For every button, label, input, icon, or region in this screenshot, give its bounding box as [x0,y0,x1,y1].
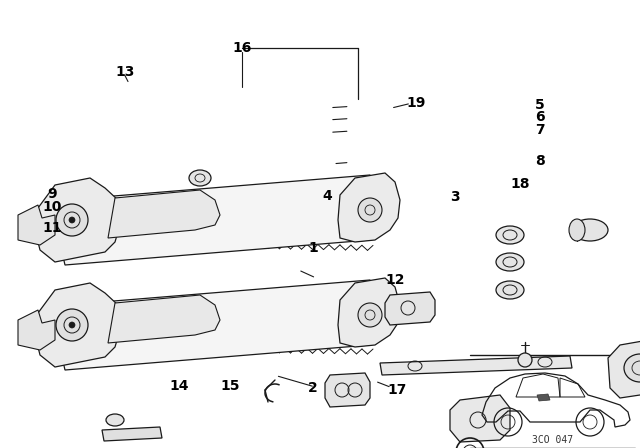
Text: 13: 13 [115,65,134,79]
Polygon shape [608,338,640,398]
Ellipse shape [624,354,640,382]
Ellipse shape [106,414,124,426]
Ellipse shape [358,303,382,327]
Text: 16: 16 [232,41,252,55]
Text: 12: 12 [385,273,404,287]
Text: 2: 2 [308,381,318,395]
Text: 11: 11 [42,221,61,235]
Text: 7: 7 [535,123,545,137]
Text: 18: 18 [510,177,530,191]
Polygon shape [380,356,572,375]
Polygon shape [35,283,120,367]
Ellipse shape [518,353,532,367]
Ellipse shape [572,219,608,241]
Polygon shape [450,395,510,442]
Text: 19: 19 [406,96,426,110]
Text: 3CO 047: 3CO 047 [532,435,573,445]
Polygon shape [537,394,550,401]
Ellipse shape [496,226,524,244]
Text: 8: 8 [535,154,545,168]
Text: 5: 5 [535,98,545,112]
Text: 10: 10 [42,200,61,214]
Ellipse shape [69,322,75,328]
Ellipse shape [189,170,211,186]
Polygon shape [18,310,55,350]
Text: 1: 1 [308,241,318,255]
Text: 14: 14 [169,379,189,393]
Text: 15: 15 [220,379,240,393]
Ellipse shape [496,281,524,299]
Polygon shape [102,427,162,441]
Polygon shape [338,278,400,347]
Polygon shape [325,373,370,407]
Ellipse shape [358,198,382,222]
Ellipse shape [56,204,88,236]
Text: 4: 4 [322,189,332,203]
Text: 17: 17 [387,383,406,397]
Polygon shape [58,175,375,265]
Text: 9: 9 [47,187,57,201]
Polygon shape [108,190,220,238]
Polygon shape [18,205,55,245]
Ellipse shape [69,217,75,223]
Text: 3: 3 [450,190,460,204]
Polygon shape [58,280,375,370]
Polygon shape [108,295,220,343]
Ellipse shape [496,253,524,271]
Polygon shape [385,292,435,325]
Ellipse shape [56,309,88,341]
Text: 6: 6 [535,110,545,124]
Ellipse shape [569,219,585,241]
Polygon shape [35,178,120,262]
Polygon shape [338,173,400,242]
